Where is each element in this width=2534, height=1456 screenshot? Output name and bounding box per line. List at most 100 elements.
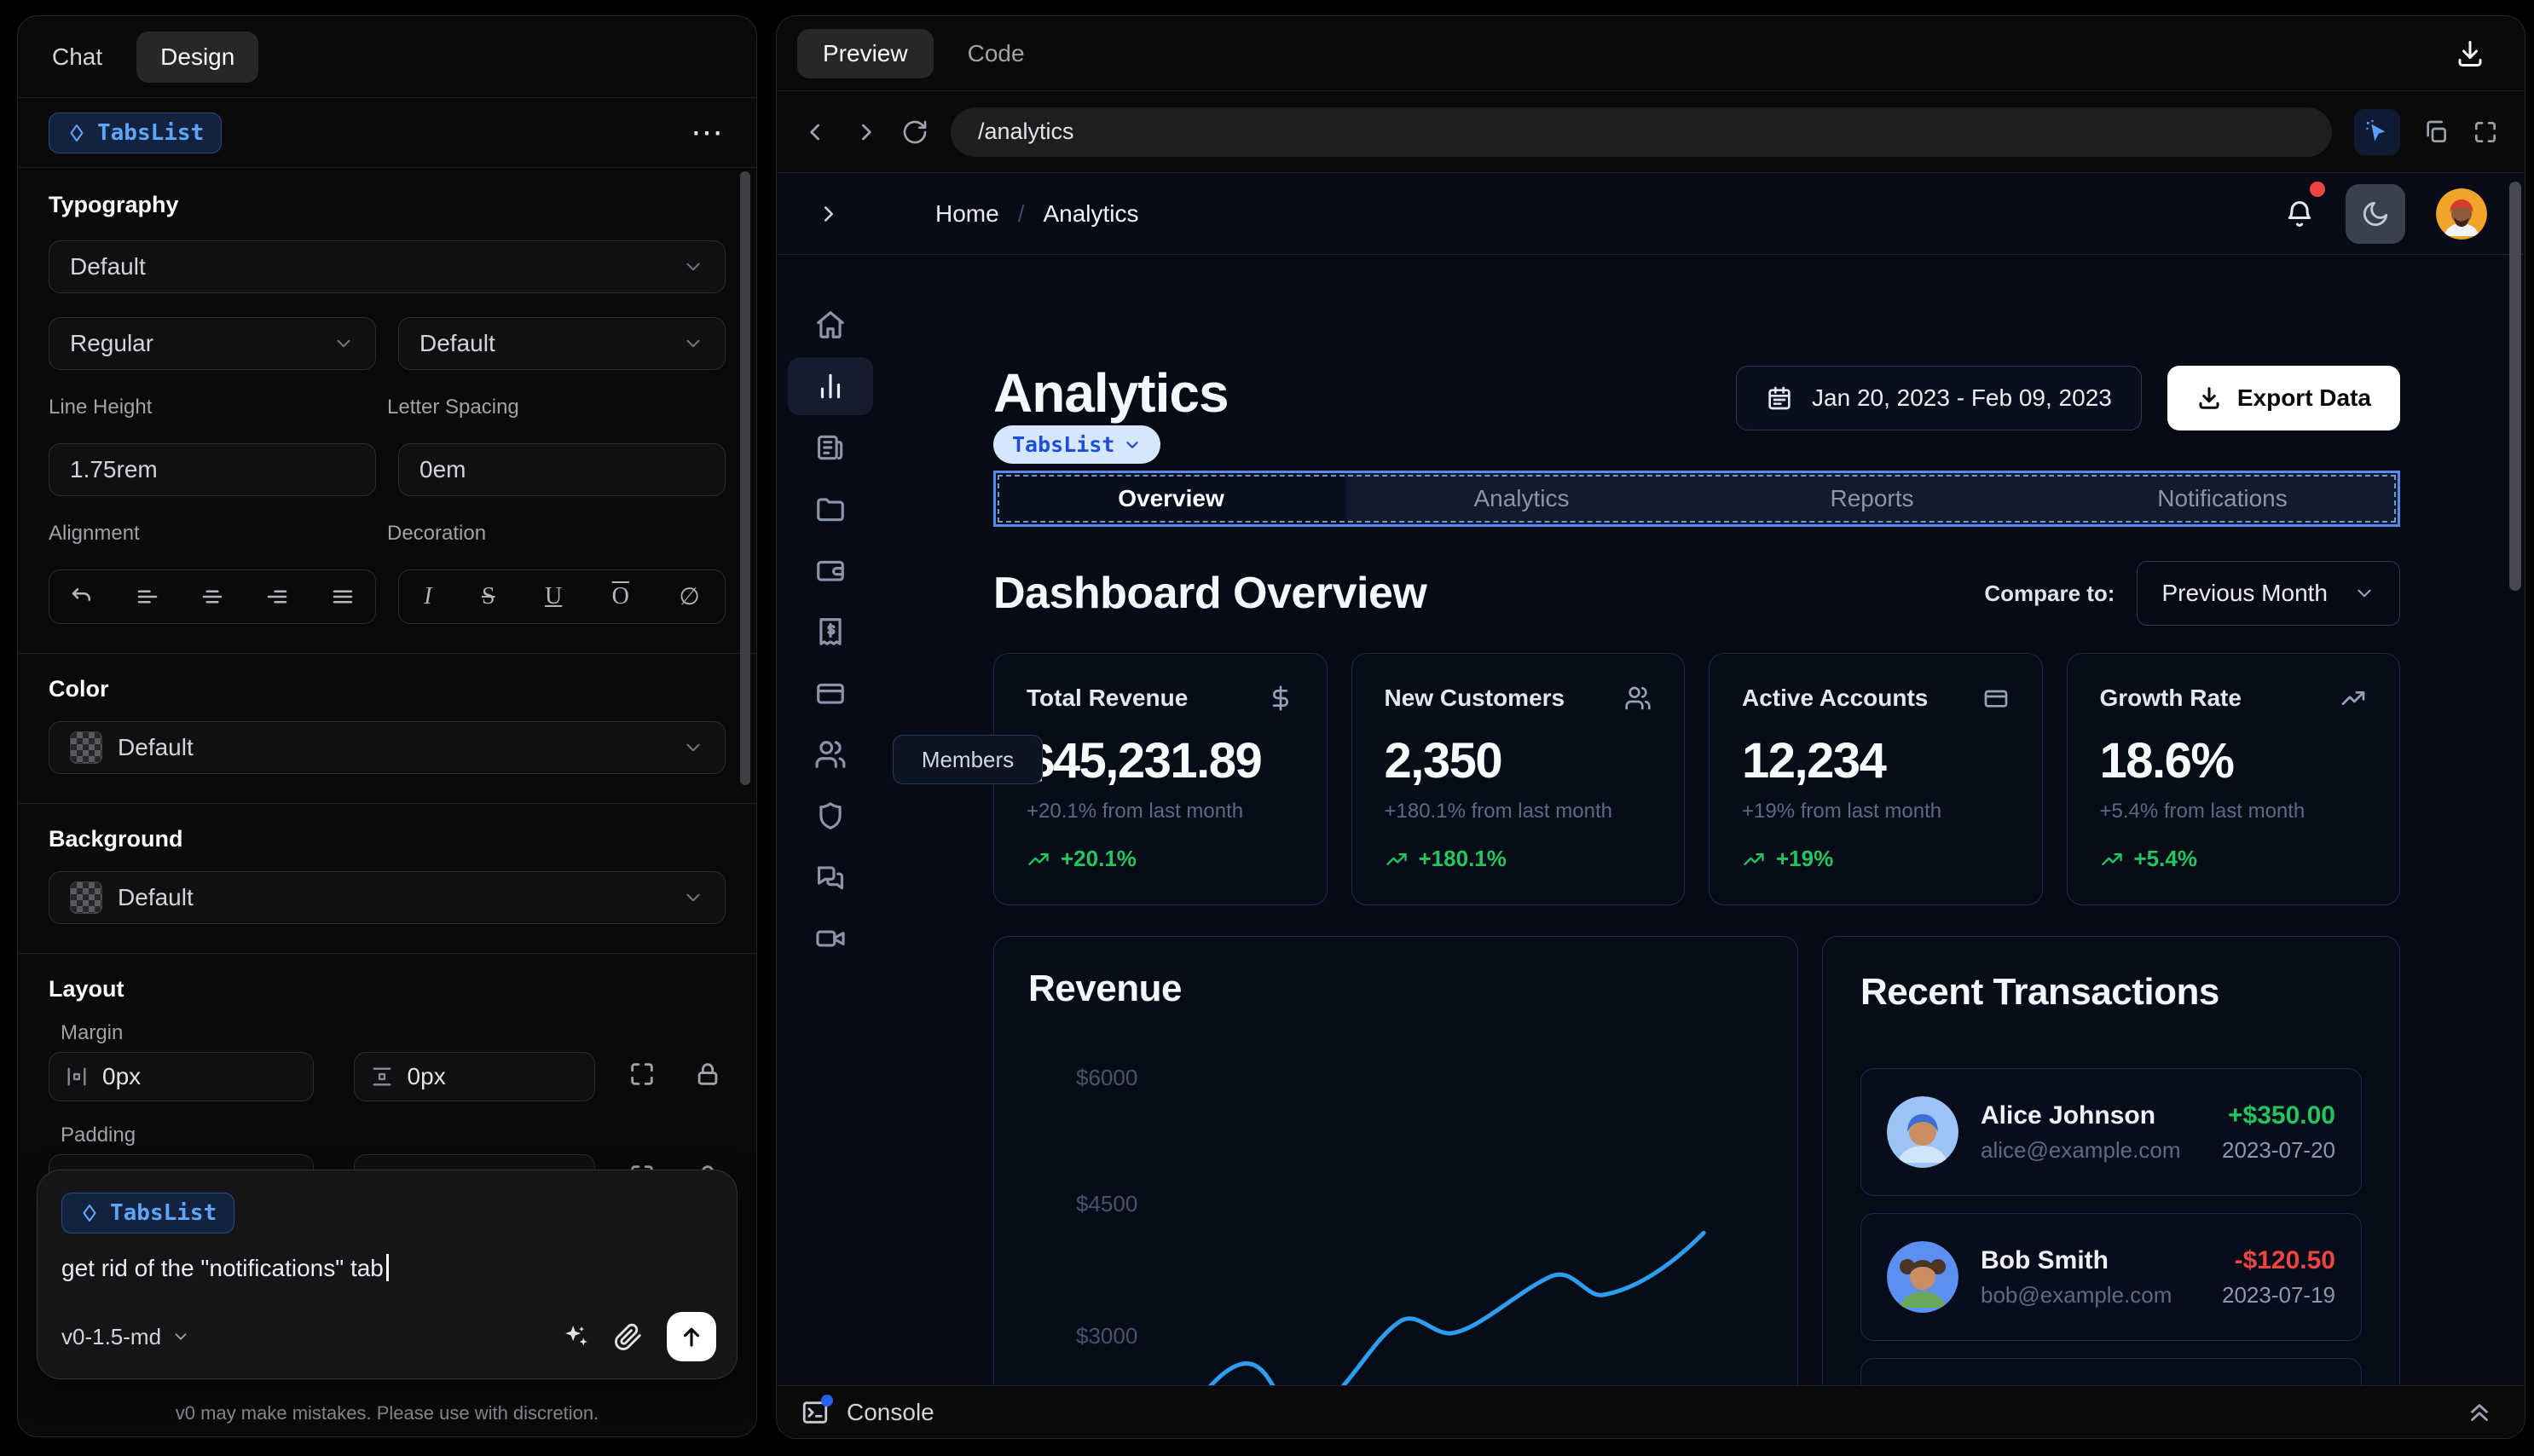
font-size-select[interactable]: Default bbox=[398, 317, 726, 370]
chevron-down-icon bbox=[333, 332, 355, 355]
align-justify-icon[interactable] bbox=[330, 584, 356, 610]
align-center-icon[interactable] bbox=[200, 584, 225, 610]
overline-icon[interactable]: O bbox=[611, 583, 629, 610]
model-selector[interactable]: v0-1.5-md bbox=[61, 1324, 190, 1350]
align-right-icon[interactable] bbox=[264, 584, 290, 610]
color-select[interactable]: Default bbox=[49, 721, 726, 774]
tab-design[interactable]: Design bbox=[136, 31, 259, 83]
sidebar-item-messages[interactable] bbox=[788, 846, 873, 908]
breadcrumb-home[interactable]: Home bbox=[935, 199, 999, 227]
line-height-input[interactable]: 1.75rem bbox=[49, 443, 376, 496]
app-header: Home / Analytics bbox=[777, 173, 2525, 255]
attach-file-icon[interactable] bbox=[614, 1322, 643, 1351]
undo-icon[interactable] bbox=[69, 584, 95, 610]
lock-values-button[interactable] bbox=[693, 1060, 726, 1094]
prompt-input[interactable]: get rid of the "notifications" tab bbox=[61, 1254, 713, 1282]
decoration-button-group: I S U O ∅ bbox=[398, 569, 726, 624]
prompt-composer[interactable]: TabsList get rid of the "notifications" … bbox=[37, 1170, 738, 1379]
tab-code[interactable]: Code bbox=[967, 39, 1025, 66]
inspect-pointer-button[interactable] bbox=[2354, 108, 2400, 155]
transaction-row[interactable]: Bob Smith bob@example.com -$120.50 2023-… bbox=[1860, 1213, 2362, 1341]
background-select[interactable]: Default bbox=[49, 871, 726, 924]
tab-reports[interactable]: Reports bbox=[1830, 485, 1914, 511]
bar-chart-icon bbox=[814, 370, 847, 402]
sidebar-item-members[interactable] bbox=[788, 724, 873, 785]
fullscreen-icon[interactable] bbox=[2472, 118, 2499, 146]
selected-component-badge[interactable]: TabsList bbox=[993, 425, 1161, 464]
url-input[interactable]: /analytics bbox=[951, 107, 2332, 157]
tab-preview[interactable]: Preview bbox=[797, 28, 934, 78]
transaction-row[interactable]: Alice Johnson alice@example.com +$350.00… bbox=[1860, 1068, 2362, 1196]
color-swatch bbox=[70, 731, 102, 764]
tab-chat[interactable]: Chat bbox=[52, 43, 103, 70]
copy-icon[interactable] bbox=[2422, 118, 2450, 146]
letter-spacing-input[interactable]: 0em bbox=[398, 443, 726, 496]
more-options-button[interactable]: ⋯ bbox=[691, 114, 726, 151]
stat-trend-value: +180.1% bbox=[1418, 846, 1507, 871]
enhance-prompt-icon[interactable] bbox=[561, 1322, 590, 1351]
compare-select[interactable]: Previous Month bbox=[2137, 561, 2400, 626]
sidebar-item-files[interactable] bbox=[788, 478, 873, 540]
chevrons-up-icon[interactable] bbox=[2465, 1398, 2494, 1427]
line-height-label: Line Height bbox=[49, 396, 153, 419]
back-icon[interactable] bbox=[802, 118, 830, 146]
font-weight-select[interactable]: Regular bbox=[49, 317, 376, 370]
preview-scrollbar[interactable] bbox=[2509, 182, 2521, 591]
shield-icon bbox=[814, 800, 847, 832]
tab-notifications[interactable]: Notifications bbox=[2157, 485, 2288, 511]
console-toggle[interactable] bbox=[801, 1394, 833, 1427]
notifications-button[interactable] bbox=[2284, 181, 2325, 229]
sidebar-item-reports[interactable] bbox=[788, 417, 873, 478]
underline-icon[interactable]: U bbox=[545, 583, 563, 610]
video-icon bbox=[814, 922, 847, 955]
stat-card-active-accounts: Active Accounts 12,234 +19% from last mo… bbox=[1709, 653, 2043, 905]
sidebar-expand-icon[interactable] bbox=[816, 201, 842, 227]
sidebar-item-security[interactable] bbox=[788, 785, 873, 846]
context-chip-tabslist[interactable]: TabsList bbox=[61, 1193, 235, 1234]
stat-title: Total Revenue bbox=[1027, 685, 1189, 711]
transaction-date: 2023-07-20 bbox=[2222, 1136, 2335, 1163]
sidebar-item-payments[interactable] bbox=[788, 662, 873, 724]
refresh-icon[interactable] bbox=[901, 118, 929, 146]
console-bar[interactable]: Console bbox=[777, 1385, 2525, 1438]
sidebar-item-home[interactable] bbox=[788, 294, 873, 355]
stat-title: Active Accounts bbox=[1742, 685, 1929, 711]
user-avatar[interactable] bbox=[2436, 188, 2487, 240]
background-value: Default bbox=[118, 884, 194, 910]
panel-scrollbar[interactable] bbox=[740, 171, 750, 785]
tab-analytics[interactable]: Analytics bbox=[1473, 485, 1570, 511]
date-range-picker[interactable]: Jan 20, 2023 - Feb 09, 2023 bbox=[1736, 366, 2142, 430]
align-left-icon[interactable] bbox=[135, 584, 160, 610]
sidebar-item-analytics[interactable] bbox=[788, 357, 873, 415]
send-button[interactable] bbox=[667, 1312, 716, 1361]
tab-overview[interactable]: Overview bbox=[996, 473, 1346, 524]
component-chip-tabslist[interactable]: TabsList bbox=[49, 112, 223, 153]
margin-x-input[interactable]: 0px bbox=[49, 1052, 314, 1101]
compare-label: Compare to: bbox=[1984, 580, 2115, 606]
chevron-down-icon bbox=[171, 1327, 190, 1346]
stat-subtext: +20.1% from last month bbox=[1027, 800, 1244, 823]
expand-sides-button[interactable] bbox=[628, 1060, 660, 1094]
messages-icon bbox=[814, 861, 847, 893]
transaction-date: 2023-07-19 bbox=[2222, 1281, 2335, 1308]
stat-subtext: +19% from last month bbox=[1742, 800, 1942, 823]
font-family-select[interactable]: Default bbox=[49, 240, 726, 293]
export-data-button[interactable]: Export Data bbox=[2167, 366, 2400, 430]
theme-toggle-button[interactable] bbox=[2346, 183, 2405, 244]
no-decoration-icon[interactable]: ∅ bbox=[679, 584, 700, 610]
italic-icon[interactable]: I bbox=[424, 583, 432, 610]
recent-transactions-card: Recent Transactions Alice Johnson alice@… bbox=[1822, 936, 2400, 1385]
margin-y-input[interactable]: 0px bbox=[353, 1052, 596, 1101]
stat-title: Growth Rate bbox=[2099, 685, 2242, 711]
sidebar-item-video[interactable] bbox=[788, 908, 873, 969]
sidebar-item-invoices[interactable] bbox=[788, 601, 873, 662]
transaction-email: alice@example.com bbox=[1981, 1136, 2181, 1163]
margin-x-value: 0px bbox=[102, 1063, 142, 1089]
forward-icon[interactable] bbox=[852, 118, 879, 146]
stat-value: 2,350 bbox=[1384, 733, 1503, 789]
export-label: Export Data bbox=[2236, 384, 2371, 411]
strikethrough-icon[interactable]: S bbox=[481, 583, 495, 610]
sidebar-item-wallet[interactable] bbox=[788, 540, 873, 601]
download-icon[interactable] bbox=[2455, 38, 2485, 69]
